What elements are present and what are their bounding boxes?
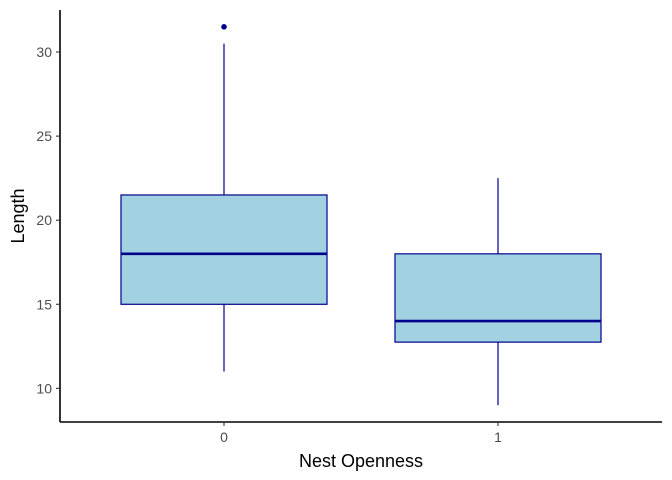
axes-layer <box>59 10 662 423</box>
y-tick-label: 15 <box>36 296 52 312</box>
boxes-layer <box>120 24 602 406</box>
y-axis-title: Length <box>8 188 28 243</box>
box-group-1 <box>394 178 602 406</box>
y-tick-label: 10 <box>36 380 52 396</box>
y-tick-label: 30 <box>36 44 52 60</box>
x-axis-title: Nest Openness <box>299 451 423 471</box>
y-tick-label: 20 <box>36 212 52 228</box>
x-tick-label: 1 <box>494 429 502 445</box>
y-tick-label: 25 <box>36 128 52 144</box>
ticks-layer: 10 15 20 25 30 0 1 <box>36 44 502 445</box>
box-group-0 <box>120 24 328 372</box>
x-tick-label: 0 <box>220 429 228 445</box>
outlier-point <box>221 24 227 30</box>
box-iqr <box>394 253 602 343</box>
box-iqr <box>120 194 328 305</box>
